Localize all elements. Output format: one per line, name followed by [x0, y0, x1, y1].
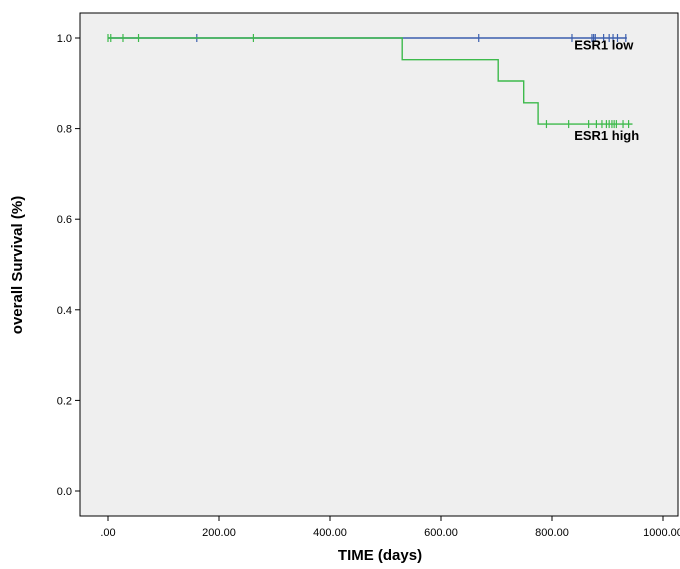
y-tick-label-1: 0.2 — [57, 395, 72, 407]
y-tick-label-4: 0.8 — [57, 124, 72, 136]
y-axis: 0.0 0.2 0.4 0.6 0.8 1.0 — [57, 33, 80, 498]
y-tick-label-2: 0.4 — [57, 305, 72, 317]
x-tick-label-4: 800.00 — [535, 527, 569, 539]
x-axis: .00 200.00 400.00 600.00 800.00 1000.00 — [100, 516, 680, 539]
series-label-esr1-low: ESR1 low — [574, 37, 634, 52]
x-tick-label-0: .00 — [100, 527, 115, 539]
y-tick-label-0: 0.0 — [57, 486, 72, 498]
series-esr1-high: ESR1 high — [107, 34, 639, 143]
survival-curve-esr1-high — [108, 37, 633, 125]
series-label-esr1-high: ESR1 high — [574, 128, 639, 143]
x-axis-title: TIME (days) — [338, 547, 422, 564]
series-layer: ESR1 low ESR1 high — [107, 34, 639, 143]
y-tick-label-3: 0.6 — [57, 214, 72, 226]
y-tick-label-5: 1.0 — [57, 33, 72, 45]
x-tick-label-3: 600.00 — [424, 527, 458, 539]
x-tick-label-5: 1000.00 — [643, 527, 680, 539]
x-tick-label-1: 200.00 — [202, 527, 236, 539]
plot-area — [79, 12, 679, 517]
x-tick-label-2: 400.00 — [313, 527, 347, 539]
y-axis-title: overall Survival (%) — [9, 196, 26, 334]
